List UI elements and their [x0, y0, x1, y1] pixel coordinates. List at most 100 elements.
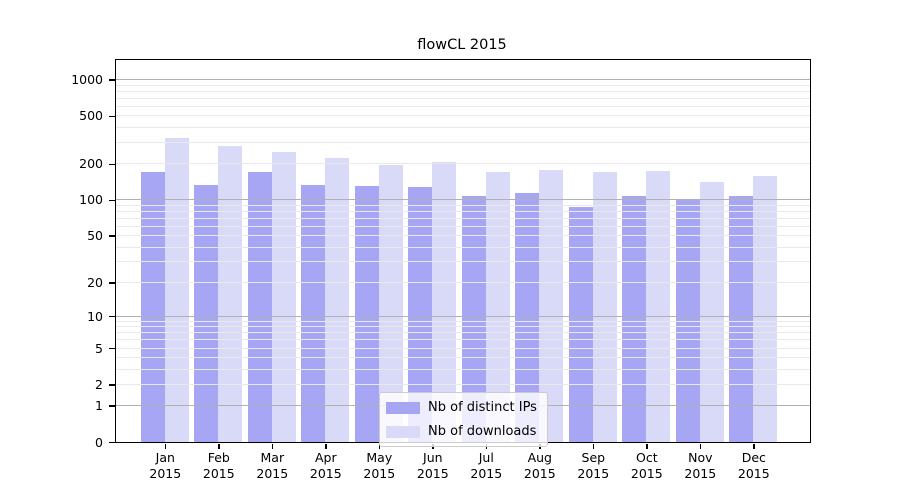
x-tick-label: Apr 2015	[294, 450, 358, 481]
bar-downloads-dec	[753, 176, 778, 442]
minor-gridline	[116, 368, 810, 370]
bar-downloads-mar	[271, 152, 296, 442]
minor-gridline	[116, 210, 810, 212]
x-label-month: Jul	[478, 450, 494, 465]
x-label-month: Nov	[688, 450, 713, 465]
minor-gridline	[116, 320, 810, 322]
x-tick	[646, 444, 648, 449]
minor-gridline	[116, 339, 810, 341]
y-tick	[109, 199, 115, 202]
bar-distinct-ips-sep	[568, 207, 593, 442]
legend-label: Nb of distinct IPs	[428, 400, 537, 415]
minor-gridline	[116, 347, 810, 349]
x-tick-label: May 2015	[347, 450, 411, 481]
y-tick	[109, 163, 115, 165]
y-tick	[109, 235, 115, 237]
y-tick	[109, 115, 115, 117]
x-label-month: Dec	[741, 450, 766, 465]
x-tick	[218, 444, 220, 449]
y-tick-label: 200	[79, 156, 103, 172]
x-tick-label: Dec 2015	[722, 450, 786, 481]
x-label-month: Feb	[207, 450, 230, 465]
bar-downloads-nov	[699, 181, 724, 442]
x-label-month: May	[366, 450, 393, 465]
x-tick	[592, 444, 594, 449]
minor-gridline	[116, 326, 810, 328]
x-label-year: 2015	[684, 465, 717, 481]
bar-distinct-ips-jan	[140, 171, 165, 442]
x-label-year: 2015	[577, 465, 610, 481]
minor-gridline	[116, 142, 810, 143]
y-tick-label: 0	[95, 434, 103, 450]
major-gridline	[116, 79, 810, 80]
x-label-month: Jan	[155, 450, 175, 465]
major-gridline	[116, 315, 810, 317]
x-label-year: 2015	[470, 465, 503, 481]
x-tick	[325, 444, 327, 449]
x-label-month: Mar	[260, 450, 285, 465]
legend-swatch-distinct-ips	[386, 401, 420, 414]
bar-downloads-feb	[218, 145, 243, 442]
minor-gridline	[116, 357, 810, 358]
x-label-year: 2015	[363, 465, 396, 481]
minor-gridline	[116, 332, 810, 334]
bar-distinct-ips-oct	[622, 196, 647, 442]
x-tick-label: Mar 2015	[240, 450, 304, 481]
minor-gridline	[116, 105, 810, 107]
bar-downloads-oct	[646, 171, 671, 442]
y-tick-label: 5	[95, 340, 103, 356]
bar-distinct-ips-dec	[729, 196, 754, 442]
legend-swatch-downloads	[386, 425, 420, 438]
x-tick-label: Feb 2015	[187, 450, 251, 481]
y-tick-label: 10	[87, 308, 103, 324]
x-label-year: 2015	[149, 465, 182, 481]
y-tick-label: 500	[79, 108, 103, 124]
legend-item-distinct-ips: Nb of distinct IPs	[386, 400, 537, 415]
x-label-year: 2015	[309, 465, 342, 481]
minor-gridline	[116, 217, 810, 219]
plot-area: Nb of distinct IPs Nb of downloads	[115, 59, 811, 447]
x-label-year: 2015	[202, 465, 235, 481]
legend-label: Nb of downloads	[428, 424, 537, 439]
x-tick-label: Aug 2015	[508, 450, 572, 481]
y-tick	[109, 347, 115, 350]
x-label-year: 2015	[416, 465, 449, 481]
minor-gridline	[116, 281, 810, 283]
x-label-year: 2015	[256, 465, 289, 481]
y-tick-label: 50	[87, 228, 103, 244]
y-tick	[109, 315, 115, 318]
minor-gridline	[116, 225, 810, 227]
minor-gridline	[116, 127, 810, 128]
minor-gridline	[116, 90, 810, 92]
x-label-year: 2015	[630, 465, 663, 481]
y-tick-label: 1000	[71, 72, 103, 87]
x-label-month: Jun	[423, 450, 443, 465]
x-tick-label: Jun 2015	[401, 450, 465, 481]
x-label-year: 2015	[523, 465, 556, 481]
x-label-month: Sep	[581, 450, 606, 465]
y-tick-label: 100	[79, 192, 103, 208]
chart-title: flowCL 2015	[417, 37, 507, 53]
minor-gridline	[116, 383, 810, 385]
minor-gridline	[116, 115, 810, 117]
legend: Nb of distinct IPs Nb of downloads	[379, 392, 548, 447]
y-tick	[109, 282, 115, 284]
x-tick	[164, 444, 166, 449]
y-tick	[109, 405, 115, 407]
minor-gridline	[116, 261, 810, 263]
y-tick	[109, 79, 115, 81]
y-tick-label: 2	[95, 376, 103, 392]
legend-item-downloads: Nb of downloads	[386, 424, 537, 439]
bar-downloads-sep	[592, 172, 617, 442]
x-label-month: Apr	[314, 450, 337, 465]
x-tick	[271, 444, 273, 449]
x-tick-label: Jan 2015	[133, 450, 197, 481]
y-tick	[109, 384, 115, 386]
x-label-month: Oct	[635, 450, 658, 465]
bar-distinct-ips-feb	[194, 185, 219, 442]
x-label-month: Aug	[527, 450, 552, 465]
minor-gridline	[116, 97, 810, 99]
bar-distinct-ips-mar	[247, 171, 272, 442]
x-tick-label: Nov 2015	[668, 450, 732, 481]
